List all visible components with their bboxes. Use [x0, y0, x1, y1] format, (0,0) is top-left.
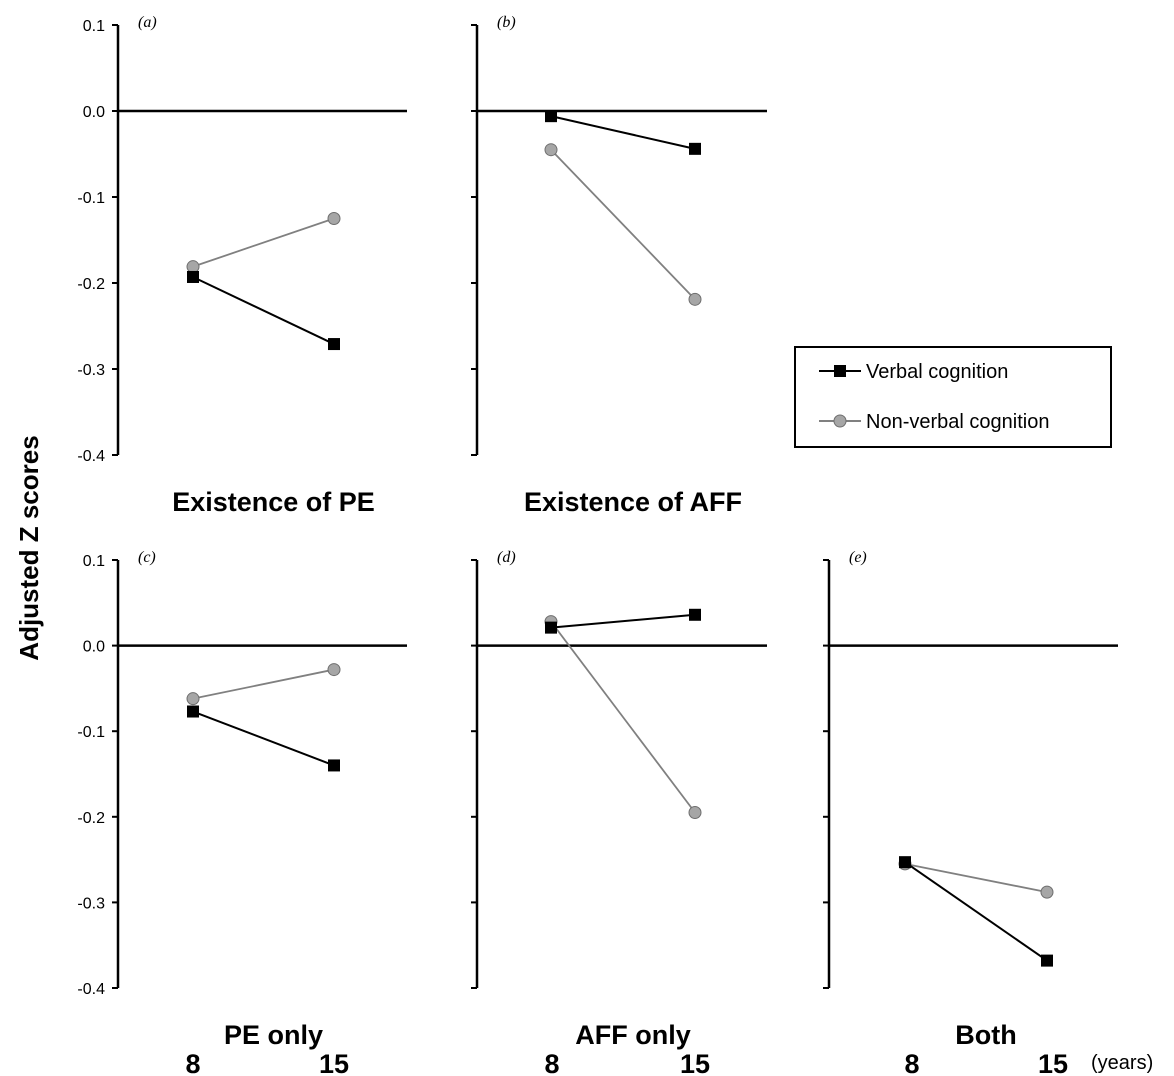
legend-box — [794, 346, 1112, 448]
verbal-point — [689, 608, 701, 621]
x-axis-labels: 8 15 8 15 8 15 (years) — [185, 1049, 1153, 1076]
series-line-verbal — [192, 710, 335, 767]
series-line-nonverbal — [550, 621, 696, 814]
y-tick-label: 0.0 — [83, 639, 105, 656]
verbal-point — [899, 856, 911, 869]
y-tick-label: 0.1 — [83, 553, 105, 570]
y-tick-label: 0.0 — [83, 104, 105, 121]
x-tick-label-15-right: 15 — [1038, 1049, 1068, 1076]
x-tick-label-8-middle: 8 — [544, 1049, 559, 1076]
y-tick-label: -0.2 — [77, 810, 105, 827]
panel-letter: (b) — [497, 14, 516, 31]
y-tick-label: -0.1 — [77, 190, 105, 207]
nonverbal-point — [327, 212, 341, 225]
legend-nonverbal-label: Non-verbal cognition — [866, 411, 1049, 433]
x-tick-label-15-middle: 15 — [680, 1049, 710, 1076]
panel-existence-of-pe: 0.1 0.0 -0.1 -0.2 -0.3 -0.4 (a) Existence of PE — [77, 14, 407, 517]
legend-nonverbal-marker — [833, 414, 847, 428]
panel-letter: (d) — [497, 549, 516, 566]
panel-title: AFF only — [575, 1020, 691, 1050]
panel-letter: (e) — [849, 549, 867, 566]
panels: 0.1 0.0 -0.1 -0.2 -0.3 -0.4 (a) Existence of PE… — [77, 14, 1118, 1050]
nonverbal-point — [1040, 885, 1054, 899]
panel-letter: (a) — [138, 14, 157, 31]
panel-title: Existence of PE — [172, 487, 375, 517]
series-line-nonverbal — [904, 862, 1048, 894]
panel-title: PE only — [224, 1020, 323, 1050]
nonverbal-point — [688, 292, 702, 306]
panel-aff-only: (d) AFF only — [471, 549, 767, 1050]
verbal-point — [545, 621, 557, 634]
series-line-nonverbal — [192, 668, 335, 700]
series-line-nonverbal — [192, 217, 335, 268]
panel-title: Existence of AFF — [524, 487, 742, 517]
series-line-verbal — [192, 276, 335, 345]
y-tick-label: -0.3 — [77, 895, 105, 912]
panel-title: Both — [955, 1020, 1016, 1050]
panel-existence-of-aff: (b) Existence of AFF — [471, 14, 767, 517]
y-tick-label: -0.1 — [77, 724, 105, 741]
nonverbal-point — [186, 692, 200, 706]
y-tick-label: -0.3 — [77, 362, 105, 379]
series-line-nonverbal — [550, 149, 696, 300]
y-tick-label: -0.4 — [77, 981, 105, 998]
verbal-point — [187, 270, 199, 283]
x-tick-label-8-right: 8 — [904, 1049, 919, 1076]
y-axis-title: Adjusted Z scores — [14, 435, 44, 660]
legend: Verbal cognition Non-verbal cognition — [794, 346, 1112, 448]
x-unit-label: (years) — [1091, 1052, 1153, 1074]
series-line-verbal — [904, 861, 1048, 962]
y-tick-label: 0.1 — [83, 18, 105, 35]
nonverbal-point — [544, 143, 558, 157]
legend-verbal-marker — [834, 365, 846, 377]
panel-letter: (c) — [138, 549, 156, 566]
panel-both: (e) Both — [823, 549, 1118, 1050]
verbal-point — [187, 705, 199, 718]
series-line-verbal — [550, 115, 696, 150]
verbal-point — [1041, 954, 1053, 967]
x-tick-label-15-left: 15 — [319, 1049, 349, 1076]
panel-pe-only: 0.1 0.0 -0.1 -0.2 -0.3 -0.4 (c) PE only — [77, 549, 407, 1050]
y-tick-label: -0.2 — [77, 276, 105, 293]
y-tick-label: -0.4 — [77, 448, 105, 465]
series-line-verbal — [550, 613, 696, 629]
nonverbal-point — [688, 806, 702, 820]
x-tick-label-8-left: 8 — [185, 1049, 200, 1076]
legend-verbal-label: Verbal cognition — [866, 361, 1008, 383]
nonverbal-point — [186, 260, 200, 274]
verbal-point — [328, 759, 340, 772]
verbal-point — [689, 142, 701, 155]
verbal-point — [545, 110, 557, 123]
verbal-point — [328, 338, 340, 351]
nonverbal-point — [327, 663, 341, 677]
